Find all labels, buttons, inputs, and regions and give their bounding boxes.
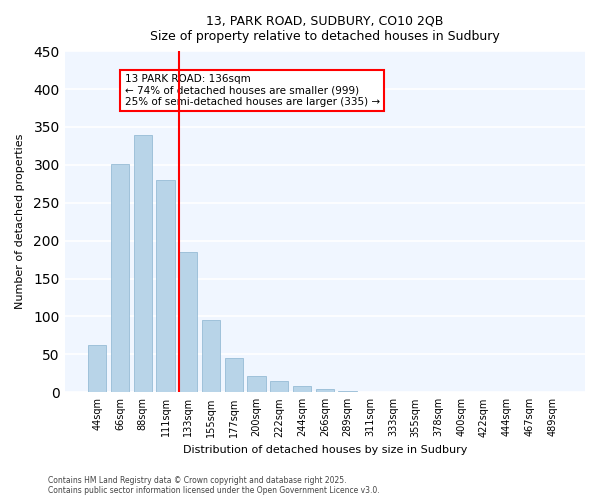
Text: Contains HM Land Registry data © Crown copyright and database right 2025.
Contai: Contains HM Land Registry data © Crown c… — [48, 476, 380, 495]
Bar — [179, 252, 197, 392]
Bar — [225, 358, 243, 392]
Bar — [316, 388, 334, 392]
Bar — [157, 180, 175, 392]
Bar — [202, 320, 220, 392]
Bar — [338, 391, 356, 392]
Title: 13, PARK ROAD, SUDBURY, CO10 2QB
Size of property relative to detached houses in: 13, PARK ROAD, SUDBURY, CO10 2QB Size of… — [150, 15, 500, 43]
Bar — [88, 344, 106, 393]
Y-axis label: Number of detached properties: Number of detached properties — [15, 134, 25, 310]
Bar — [270, 381, 289, 392]
Bar — [134, 134, 152, 392]
Bar — [293, 386, 311, 392]
Bar — [247, 376, 266, 392]
Bar — [111, 164, 129, 392]
Text: 13 PARK ROAD: 136sqm
← 74% of detached houses are smaller (999)
25% of semi-deta: 13 PARK ROAD: 136sqm ← 74% of detached h… — [125, 74, 380, 107]
X-axis label: Distribution of detached houses by size in Sudbury: Distribution of detached houses by size … — [182, 445, 467, 455]
